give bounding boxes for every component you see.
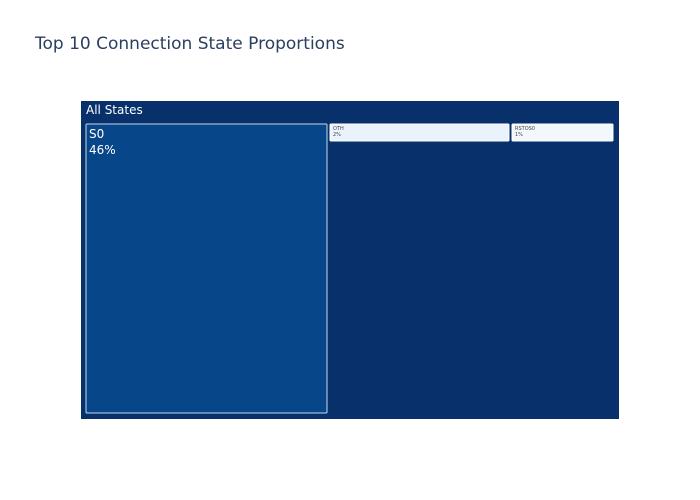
treemap-tile-label-rstos0: RSTOS0 <box>515 126 535 132</box>
treemap-tile-percent-s0: 46% <box>89 143 116 157</box>
treemap-tile-label-oth: OTH <box>333 126 344 132</box>
treemap-root-label: All States <box>86 103 143 117</box>
treemap-tile-oth[interactable] <box>329 123 510 142</box>
treemap-tile-label-s0: S0 <box>89 127 104 141</box>
treemap-tile-percent-oth: 2% <box>333 132 341 138</box>
treemap-tile-percent-rstos0: 1% <box>515 132 523 138</box>
treemap-tile-rstos0[interactable] <box>511 123 614 142</box>
treemap-tile-s0[interactable] <box>85 123 328 414</box>
chart-title: Top 10 Connection State Proportions <box>35 34 345 54</box>
